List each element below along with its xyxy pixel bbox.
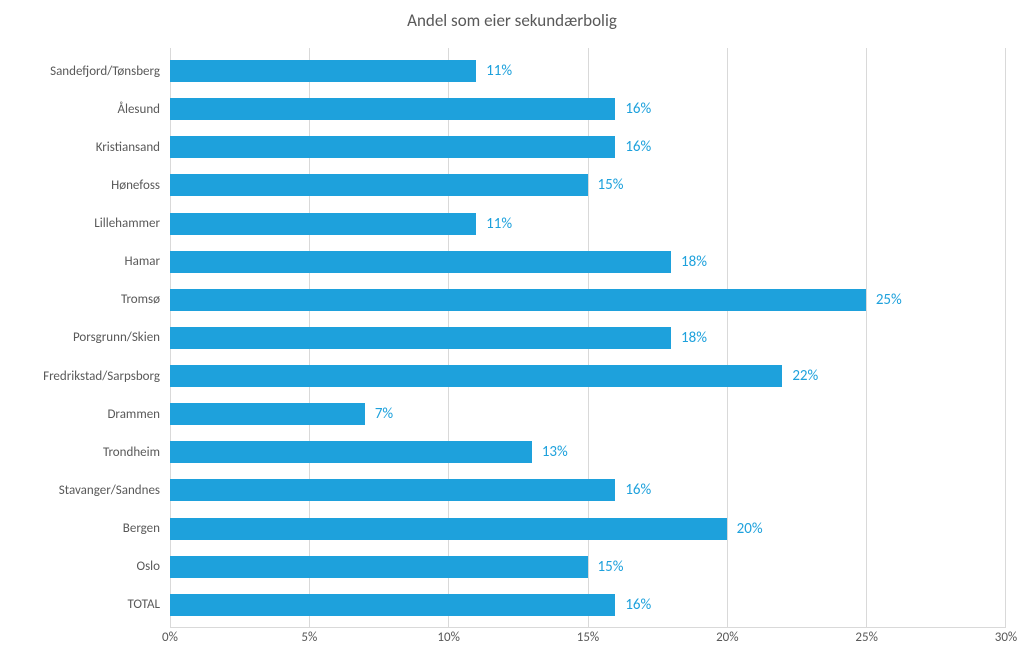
- data-label: 16%: [615, 594, 651, 616]
- chart-container: Andel som eier sekundærbolig Sandefjord/…: [0, 0, 1024, 668]
- x-tick-label: 10%: [437, 630, 459, 645]
- data-label: 15%: [588, 556, 624, 578]
- data-label: 13%: [532, 441, 568, 463]
- bar-row: Stavanger/Sandnes16%: [170, 479, 1005, 501]
- category-label: Drammen: [107, 403, 160, 425]
- bar: [170, 327, 671, 349]
- bar: [170, 136, 615, 158]
- bar: [170, 213, 476, 235]
- category-label: Stavanger/Sandnes: [59, 479, 160, 501]
- data-label: 16%: [615, 479, 651, 501]
- bar: [170, 518, 727, 540]
- data-label: 22%: [782, 365, 818, 387]
- data-label: 16%: [615, 98, 651, 120]
- category-label: Hønefoss: [111, 174, 160, 196]
- plot-area: Sandefjord/Tønsberg11% Ålesund16% Kristian…: [170, 48, 1006, 628]
- bar: [170, 60, 476, 82]
- bar-row: Trondheim13%: [170, 441, 1005, 463]
- data-label: 11%: [476, 60, 512, 82]
- data-label: 16%: [615, 136, 651, 158]
- bar: [170, 251, 671, 273]
- category-label: Kristiansand: [96, 136, 160, 158]
- bar-row: Bergen20%: [170, 518, 1005, 540]
- bar: [170, 441, 532, 463]
- x-axis: 0%5%10%15%20%25%30%: [170, 630, 1006, 650]
- x-tick-label: 5%: [301, 630, 317, 645]
- category-label: Porsgrunn/Skien: [73, 327, 160, 349]
- x-tick-label: 25%: [855, 630, 877, 645]
- bar: [170, 556, 588, 578]
- bar: [170, 365, 782, 387]
- bar: [170, 594, 615, 616]
- bar-row: Hønefoss15%: [170, 174, 1005, 196]
- category-label: Hamar: [125, 251, 160, 273]
- x-tick-label: 20%: [716, 630, 738, 645]
- bar-row: Kristiansand16%: [170, 136, 1005, 158]
- x-tick-label: 15%: [577, 630, 599, 645]
- bar-row: Tromsø25%: [170, 289, 1005, 311]
- category-label: Sandefjord/Tønsberg: [50, 60, 160, 82]
- bar: [170, 403, 365, 425]
- category-label: TOTAL: [127, 594, 160, 616]
- category-label: Fredrikstad/Sarpsborg: [43, 365, 160, 387]
- x-tick-label: 0%: [162, 630, 178, 645]
- bar-row: Ålesund16%: [170, 98, 1005, 120]
- bars-wrap: Sandefjord/Tønsberg11% Ålesund16% Kristian…: [170, 48, 1005, 628]
- bar-row: Oslo15%: [170, 556, 1005, 578]
- category-label: Trondheim: [103, 441, 160, 463]
- data-label: 25%: [866, 289, 902, 311]
- category-label: Ålesund: [117, 98, 160, 120]
- category-label: Lillehammer: [94, 213, 160, 235]
- bar-row: Fredrikstad/Sarpsborg22%: [170, 365, 1005, 387]
- x-tick-label: 30%: [995, 630, 1017, 645]
- bar-row: Hamar18%: [170, 251, 1005, 273]
- bar-row: Lillehammer11%: [170, 213, 1005, 235]
- data-label: 7%: [365, 403, 393, 425]
- category-label: Bergen: [123, 518, 160, 540]
- data-label: 20%: [727, 518, 763, 540]
- bar: [170, 98, 615, 120]
- data-label: 11%: [476, 213, 512, 235]
- data-label: 15%: [588, 174, 624, 196]
- chart-title: Andel som eier sekundærbolig: [0, 10, 1024, 31]
- bar: [170, 289, 866, 311]
- bar: [170, 479, 615, 501]
- gridline: [1005, 48, 1006, 628]
- bar-row: Sandefjord/Tønsberg11%: [170, 60, 1005, 82]
- data-label: 18%: [671, 251, 707, 273]
- data-label: 18%: [671, 327, 707, 349]
- bar-row: Drammen7%: [170, 403, 1005, 425]
- bar-row: TOTAL16%: [170, 594, 1005, 616]
- category-label: Oslo: [136, 556, 160, 578]
- bar: [170, 174, 588, 196]
- bar-row: Porsgrunn/Skien18%: [170, 327, 1005, 349]
- category-label: Tromsø: [121, 289, 160, 311]
